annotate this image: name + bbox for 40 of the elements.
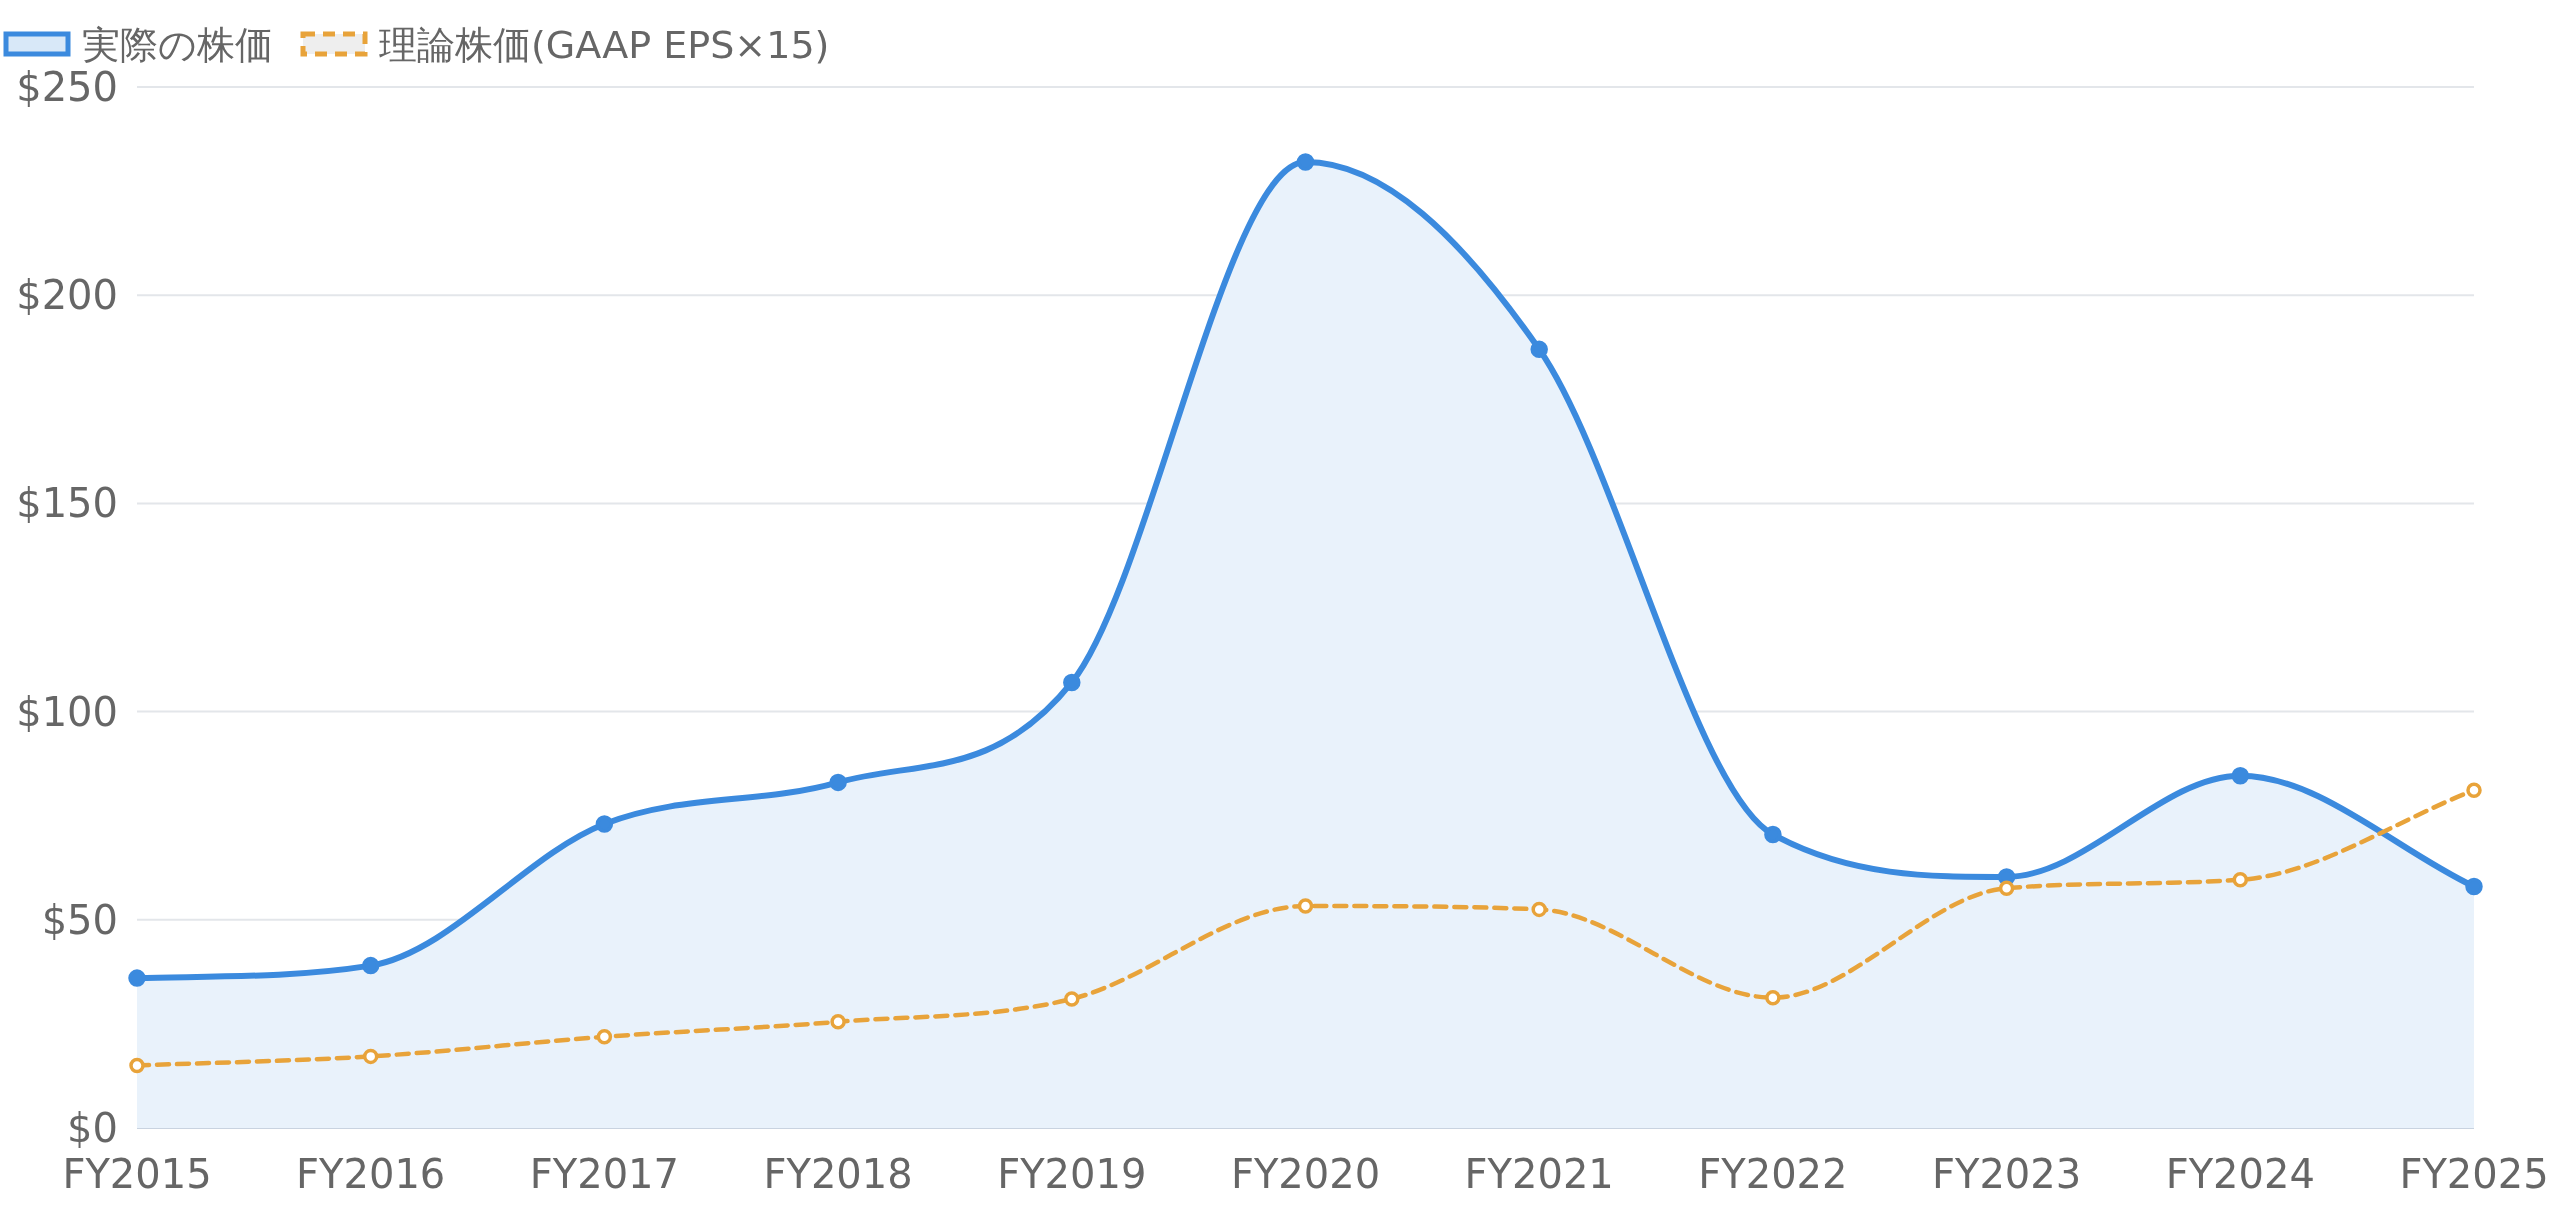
point (830, 1014, 846, 1030)
point (1531, 901, 1547, 918)
point (1765, 989, 1781, 1006)
point (1296, 153, 1315, 171)
x-tick-label: FY2024 (2165, 1151, 2315, 1197)
x-tick-label: FY2023 (1931, 1151, 2082, 1197)
point (2465, 877, 2483, 896)
point (1297, 898, 1314, 914)
x-tick-label: FY2020 (1230, 1151, 1381, 1197)
point (2231, 766, 2250, 785)
point (1063, 673, 1081, 692)
x-tick-label: FY2021 (1464, 1151, 1614, 1197)
legend-label: 理論株価(GAAP EPS×15) (379, 23, 830, 67)
point (596, 1029, 613, 1045)
x-tick-label: FY2018 (763, 1151, 913, 1197)
point (2232, 872, 2249, 888)
point (1998, 880, 2015, 896)
x-tick-label: FY2015 (62, 1151, 212, 1197)
y-tick-label: $250 (16, 64, 118, 110)
y-tick-label: $0 (67, 1105, 118, 1151)
x-tick-label: FY2025 (2399, 1151, 2549, 1197)
point (2466, 782, 2482, 799)
point (1764, 825, 1782, 844)
x-tick-label: FY2019 (997, 1151, 1147, 1197)
point (595, 815, 614, 833)
legend-label: 実際の株価 (82, 23, 273, 67)
point (361, 956, 380, 975)
y-tick-label: $150 (16, 480, 118, 527)
x-tick-label: FY2017 (529, 1151, 680, 1197)
y-tick-label: $200 (16, 272, 118, 319)
point (829, 773, 847, 792)
x-tick-label: FY2016 (296, 1151, 446, 1197)
y-tick-label: $100 (16, 688, 118, 735)
point (128, 969, 146, 987)
point (1064, 991, 1080, 1007)
point (362, 1048, 379, 1065)
x-tick-label: FY2022 (1698, 1151, 1848, 1197)
y-tick-label: $50 (41, 896, 118, 943)
point (129, 1057, 145, 1074)
point (1530, 340, 1548, 359)
